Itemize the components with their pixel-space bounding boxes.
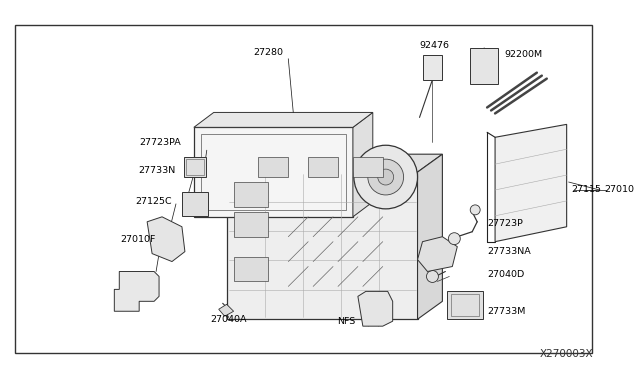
FancyBboxPatch shape (470, 48, 498, 84)
FancyBboxPatch shape (259, 157, 288, 177)
Text: X270003X: X270003X (540, 349, 593, 359)
Text: 27723PA: 27723PA (139, 138, 181, 147)
Polygon shape (219, 304, 234, 316)
FancyBboxPatch shape (184, 157, 206, 177)
Circle shape (378, 169, 394, 185)
FancyBboxPatch shape (234, 257, 268, 282)
Circle shape (354, 145, 417, 209)
FancyBboxPatch shape (15, 25, 591, 353)
Text: 27040A: 27040A (211, 315, 247, 324)
Text: NFS: NFS (337, 317, 355, 326)
FancyBboxPatch shape (234, 182, 268, 207)
Text: 27723P: 27723P (487, 219, 523, 228)
FancyBboxPatch shape (182, 192, 208, 216)
Polygon shape (115, 272, 159, 311)
Polygon shape (417, 237, 458, 272)
Polygon shape (227, 172, 417, 319)
Text: 27280: 27280 (253, 48, 284, 57)
Polygon shape (358, 291, 393, 326)
Circle shape (368, 159, 404, 195)
Circle shape (449, 233, 460, 245)
Text: 27733NA: 27733NA (487, 247, 531, 256)
FancyBboxPatch shape (353, 157, 383, 177)
Polygon shape (147, 217, 185, 262)
Text: 27733N: 27733N (139, 166, 176, 174)
FancyBboxPatch shape (234, 212, 268, 237)
Polygon shape (194, 127, 353, 217)
Circle shape (470, 205, 480, 215)
FancyBboxPatch shape (308, 157, 338, 177)
Polygon shape (227, 154, 442, 172)
Polygon shape (417, 154, 442, 319)
Text: 27733M: 27733M (487, 307, 525, 316)
Text: 27125C: 27125C (135, 198, 172, 206)
Text: 27010: 27010 (604, 186, 634, 195)
FancyBboxPatch shape (447, 291, 483, 319)
Text: 92200M: 92200M (504, 50, 542, 59)
Polygon shape (353, 112, 372, 217)
FancyBboxPatch shape (422, 55, 442, 80)
Text: 92476: 92476 (419, 41, 449, 50)
Polygon shape (495, 124, 566, 242)
Polygon shape (194, 112, 372, 127)
Text: 27040D: 27040D (487, 270, 524, 279)
Circle shape (426, 270, 438, 282)
Text: 27115: 27115 (572, 186, 602, 195)
Text: 27010F: 27010F (121, 235, 156, 244)
